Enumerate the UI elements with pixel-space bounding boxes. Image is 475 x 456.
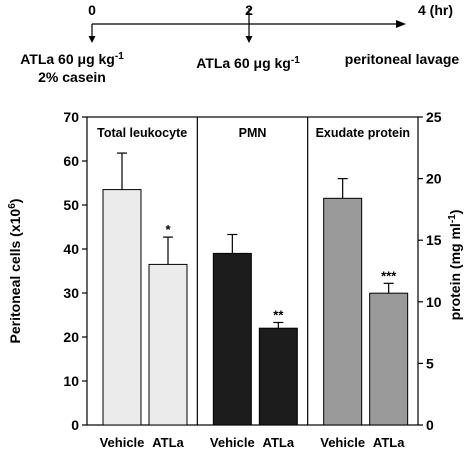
bar: [102, 189, 142, 426]
timeline-annotation-text: ATLa 60 μg kg-1: [196, 55, 300, 71]
right-axis-tick-label: 0: [426, 417, 434, 433]
category-label: ATLa: [152, 435, 184, 450]
bar: [258, 327, 298, 426]
significance-marker: ***: [381, 268, 397, 283]
left-axis-tick-label: 0: [71, 417, 79, 433]
bar: [323, 197, 363, 426]
right-axis-title: protein (mg ml-1): [447, 210, 463, 321]
timeline-annotation-line: ATLa 60 μg kg: [196, 55, 291, 71]
timeline-time-label: 2: [245, 2, 253, 18]
timeline-time-label: 4 (hr): [418, 2, 453, 18]
panel-0: Total leukocyte Vehicle * ATLa: [97, 126, 188, 450]
left-axis-tick-label: 70: [63, 109, 79, 125]
left-axis-tick-label: 10: [63, 373, 79, 389]
panel-title: PMN: [239, 126, 267, 140]
timeline-end-arrowhead: [396, 20, 406, 28]
left-axis-tick-label: 40: [63, 241, 79, 257]
right-axis-title-superscript: -1: [447, 214, 458, 223]
category-label: Vehicle: [320, 435, 365, 450]
right-axis-title-text: protein (mg ml: [447, 223, 463, 320]
left-axis-title: Peritoneal cells (x106): [7, 199, 23, 344]
timeline-time-label: 0: [88, 2, 96, 18]
panel-title: Exudate protein: [316, 126, 410, 140]
right-axis-tick-label: 20: [426, 171, 442, 187]
panel-title: Total leukocyte: [97, 126, 187, 140]
category-label: Vehicle: [210, 435, 255, 450]
bar-chart: 0 10 20 30 40 50 60 70 0 5 10 15 20 25 Peritoneal cell…: [7, 109, 463, 450]
category-label: ATLa: [263, 435, 295, 450]
significance-marker: **: [273, 307, 284, 322]
timeline-annotation-text: peritoneal lavage: [345, 51, 460, 67]
significance-marker: *: [165, 222, 171, 237]
right-axis-title-suffix: ): [447, 210, 463, 215]
timeline-annotation-superscript: -1: [115, 51, 124, 62]
left-axis-tick-label: 60: [63, 153, 79, 169]
timeline-annotation-text: 2% casein: [38, 69, 106, 85]
right-axis-tick-label: 25: [426, 109, 442, 125]
panel-1: PMN Vehicle ** ATLa: [196, 117, 298, 450]
left-axis-title-suffix: ): [7, 199, 23, 204]
bar: [212, 252, 252, 426]
timeline-annotation-line: peritoneal lavage: [345, 51, 460, 67]
left-axis-title-text: Peritoneal cells (x10: [7, 209, 23, 344]
right-axis-tick-label: 10: [426, 294, 442, 310]
left-axis-title-superscript: 6: [7, 203, 18, 209]
category-label: Vehicle: [100, 435, 145, 450]
right-axis-tick-label: 15: [426, 232, 442, 248]
timeline-start-arrowhead: [88, 36, 96, 43]
left-axis-tick-label: 30: [63, 285, 79, 301]
panel-2: Exudate protein Vehicle *** ATLa: [307, 117, 410, 450]
timeline-annotation-line: 2% casein: [38, 69, 106, 85]
plot-frame: [86, 116, 419, 426]
timeline-mid-arrowhead: [245, 36, 253, 43]
category-label: ATLa: [373, 435, 405, 450]
timeline-annotation-text: ATLa 60 μg kg-1: [20, 51, 124, 67]
bar: [369, 292, 409, 426]
timeline-annotation-line: ATLa 60 μg kg: [20, 51, 115, 67]
bar: [148, 263, 188, 426]
left-axis-tick-label: 50: [63, 197, 79, 213]
left-axis-tick-label: 20: [63, 329, 79, 345]
timeline-annotation-superscript: -1: [291, 55, 300, 66]
right-axis-tick-label: 5: [426, 355, 434, 371]
